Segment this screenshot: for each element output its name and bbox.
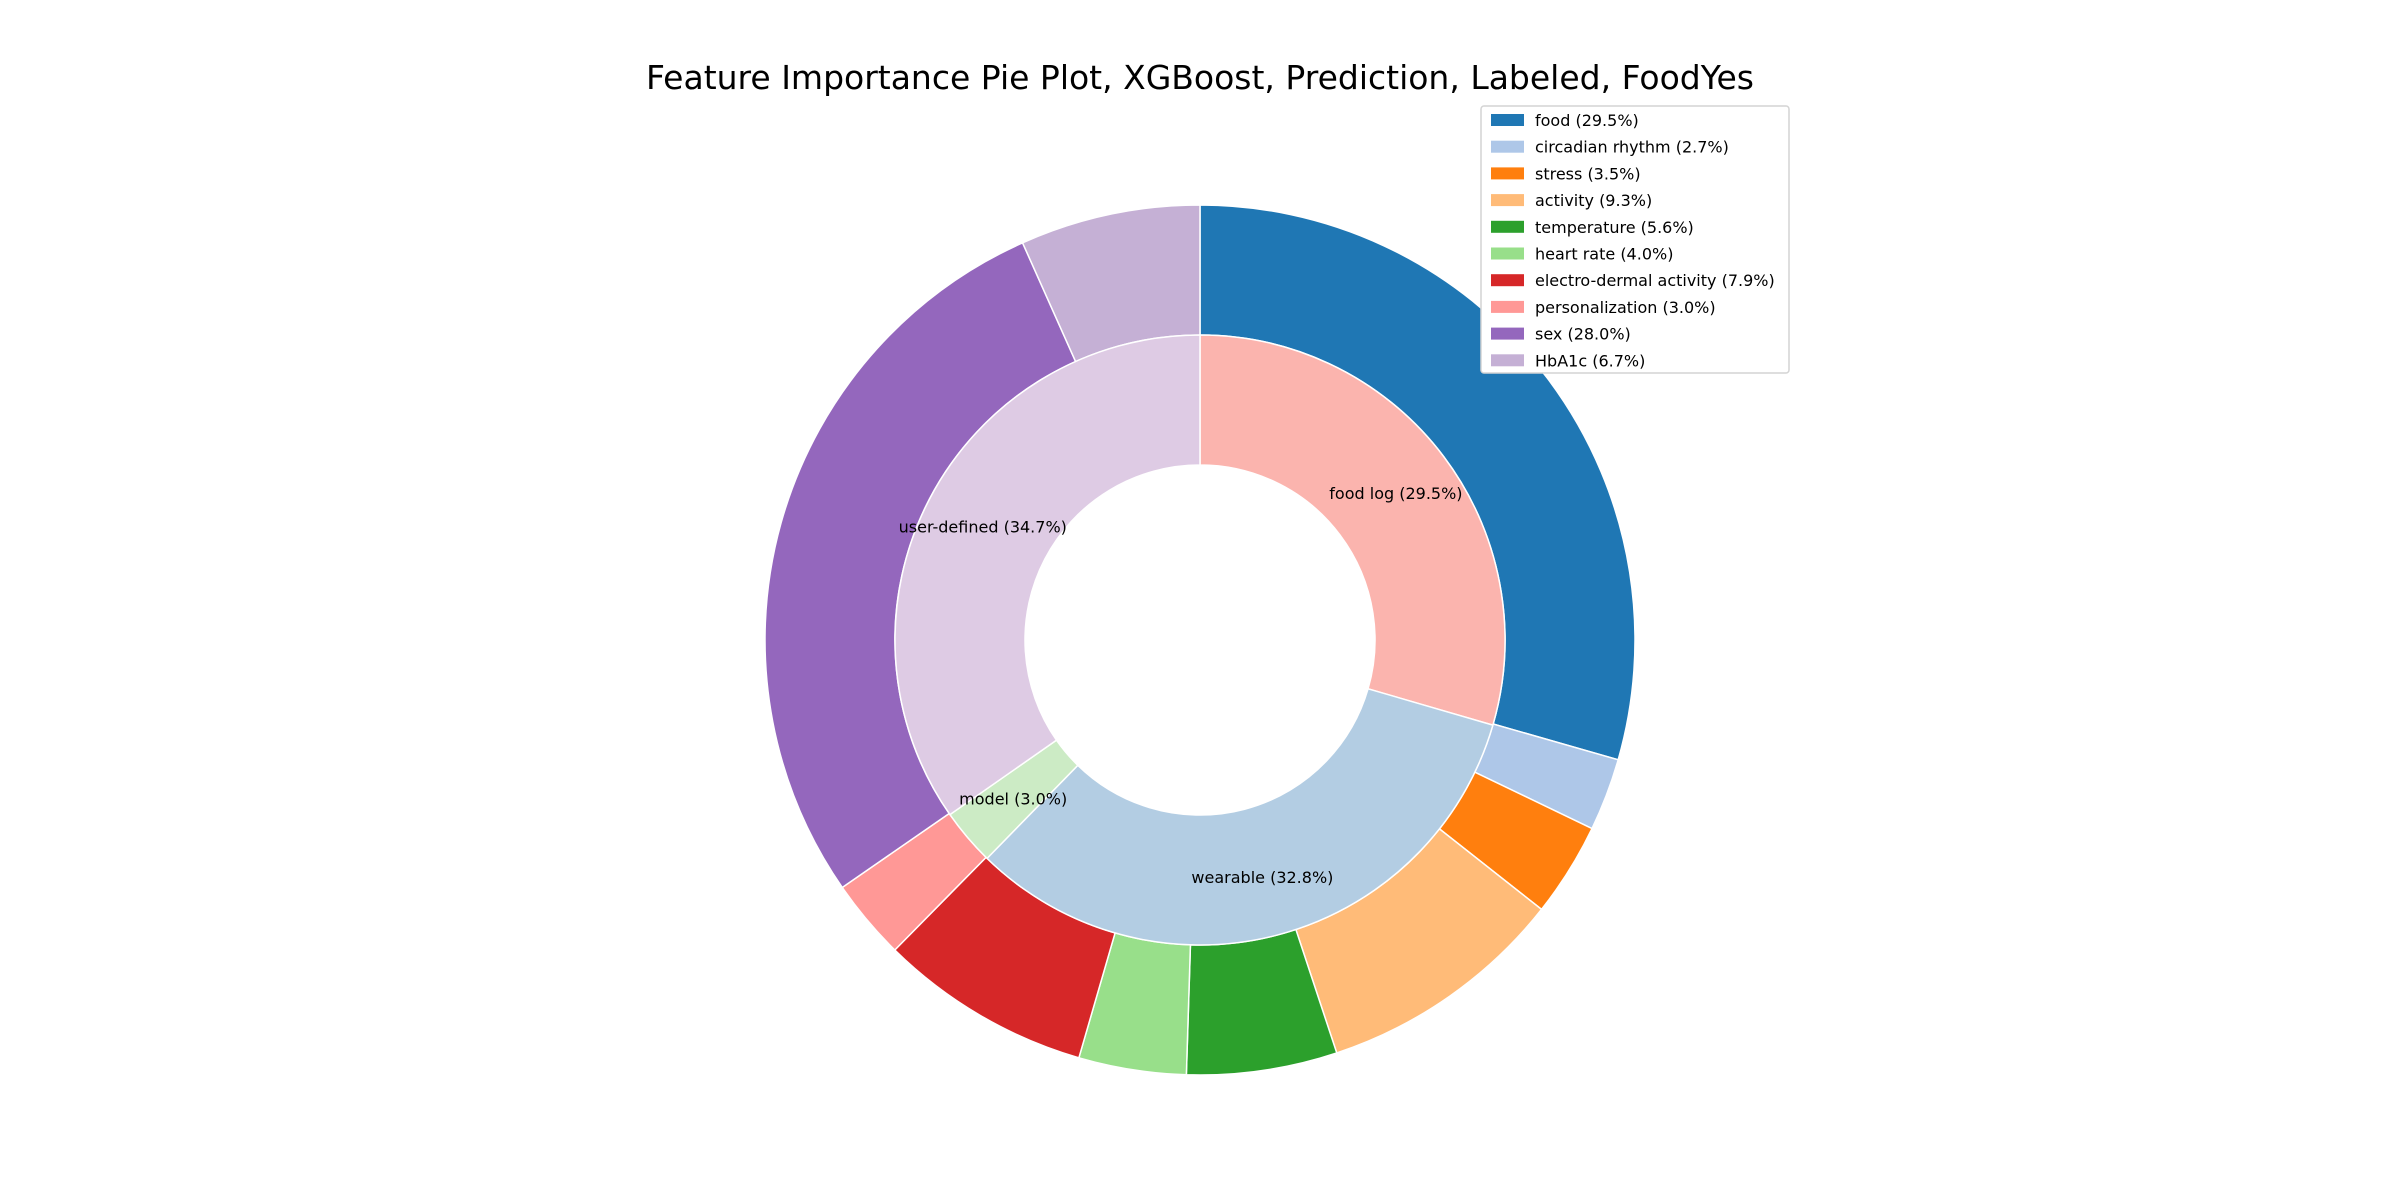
- inner-wedge-wearable: [985, 687, 1494, 946]
- inner-label-user-defined: user-defined (34.7%): [899, 518, 1067, 537]
- legend-swatch-food: [1491, 114, 1524, 126]
- legend-swatch-personalization: [1491, 300, 1524, 313]
- legend-swatch-hba1c: [1491, 354, 1524, 367]
- inner-ring: [894, 334, 1506, 946]
- legend-swatch-electro-dermal-activity: [1491, 274, 1524, 287]
- outer-ring: [764, 204, 1636, 1076]
- legend-swatch-stress: [1491, 167, 1524, 180]
- inner-label-food-log: food log (29.5%): [1329, 484, 1462, 503]
- inner-wedge-user-defined: [894, 334, 1201, 816]
- legend-swatch-heart-rate: [1491, 247, 1524, 260]
- legend-swatch-temperature: [1491, 220, 1524, 233]
- legend-label-heart-rate: heart rate (4.0%): [1535, 245, 1673, 264]
- legend-label-temperature: temperature (5.6%): [1535, 218, 1694, 237]
- legend-swatch-circadian-rhythm: [1491, 140, 1524, 153]
- legend-label-food: food (29.5%): [1535, 111, 1639, 130]
- legend-label-electro-dermal-activity: electro-dermal activity (7.9%): [1535, 271, 1775, 290]
- legend: food (29.5%) circadian rhythm (2.7%) stres…: [1480, 105, 1790, 374]
- legend-label-hba1c: HbA1c (6.7%): [1535, 351, 1645, 370]
- inner-label-model: model (3.0%): [959, 790, 1067, 809]
- legend-label-personalization: personalization (3.0%): [1535, 298, 1716, 317]
- legend-label-circadian-rhythm: circadian rhythm (2.7%): [1535, 138, 1729, 157]
- legend-frame: [1480, 105, 1790, 374]
- inner-wedge-food-log: [1199, 334, 1506, 727]
- inner-label-wearable: wearable (32.8%): [1191, 868, 1333, 887]
- legend-swatch-sex: [1491, 327, 1524, 340]
- legend-swatch-activity: [1491, 194, 1524, 207]
- legend-label-activity: activity (9.3%): [1535, 191, 1652, 210]
- legend-label-sex: sex (28.0%): [1535, 325, 1631, 344]
- inner-ring-labels: food log (29.5%) wearable (32.8%) model (3…: [899, 484, 1463, 887]
- legend-label-stress: stress (3.5%): [1535, 164, 1641, 183]
- chart-title: Feature Importance Pie Plot, XGBoost, Pr…: [646, 58, 1754, 97]
